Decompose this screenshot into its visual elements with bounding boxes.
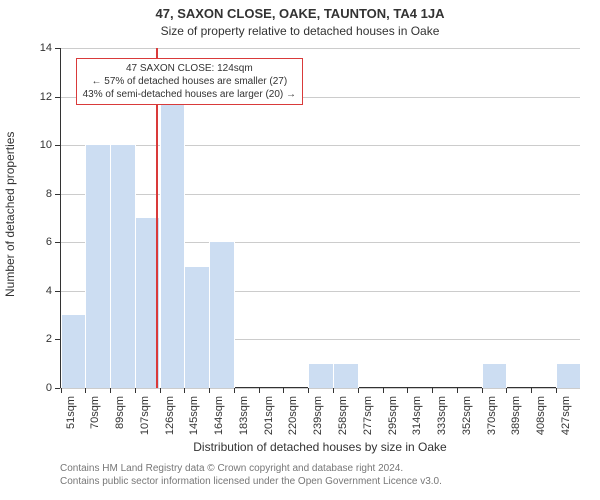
x-tick-label: 389sqm bbox=[510, 396, 522, 436]
x-tick-label: 427sqm bbox=[560, 396, 572, 436]
y-tick-mark bbox=[55, 339, 60, 340]
x-tick-mark bbox=[531, 388, 532, 393]
annotation-line: 43% of semi-detached houses are larger (… bbox=[83, 88, 296, 101]
y-tick-label: 12 bbox=[30, 91, 52, 103]
x-tick-label: 126sqm bbox=[164, 396, 176, 436]
x-tick-mark bbox=[432, 388, 433, 393]
footer-line-1: Contains HM Land Registry data © Crown c… bbox=[60, 462, 442, 475]
chart-container: 47, SAXON CLOSE, OAKE, TAUNTON, TA4 1JA … bbox=[0, 0, 600, 500]
y-tick-label: 10 bbox=[30, 139, 52, 151]
x-tick-label: 370sqm bbox=[486, 396, 498, 436]
y-tick-label: 6 bbox=[30, 236, 52, 248]
x-tick-label: 314sqm bbox=[411, 396, 423, 436]
x-tick-mark bbox=[184, 388, 185, 393]
grid-line bbox=[60, 194, 580, 195]
x-tick-label: 89sqm bbox=[114, 396, 126, 436]
annotation-line: 47 SAXON CLOSE: 124sqm bbox=[83, 62, 296, 75]
x-tick-label: 145sqm bbox=[188, 396, 200, 436]
x-tick-mark bbox=[358, 388, 359, 393]
y-tick-mark bbox=[55, 242, 60, 243]
x-tick-label: 333sqm bbox=[436, 396, 448, 436]
x-tick-mark bbox=[556, 388, 557, 393]
histogram-bar bbox=[110, 145, 136, 388]
x-tick-label: 164sqm bbox=[213, 396, 225, 436]
y-tick-mark bbox=[55, 97, 60, 98]
x-tick-mark bbox=[85, 388, 86, 393]
x-tick-mark bbox=[506, 388, 507, 393]
chart-title-sub: Size of property relative to detached ho… bbox=[0, 24, 600, 38]
x-tick-mark bbox=[333, 388, 334, 393]
y-tick-mark bbox=[55, 388, 60, 389]
x-axis-label: Distribution of detached houses by size … bbox=[60, 440, 580, 454]
histogram-bar bbox=[209, 242, 235, 388]
grid-line bbox=[60, 48, 580, 49]
x-tick-mark bbox=[110, 388, 111, 393]
y-tick-label: 0 bbox=[30, 382, 52, 394]
histogram-bar bbox=[61, 315, 87, 388]
x-tick-mark bbox=[407, 388, 408, 393]
x-tick-mark bbox=[308, 388, 309, 393]
y-tick-mark bbox=[55, 291, 60, 292]
annotation-line: ← 57% of detached houses are smaller (27… bbox=[83, 75, 296, 88]
x-tick-mark bbox=[383, 388, 384, 393]
x-tick-mark bbox=[61, 388, 62, 393]
x-tick-mark bbox=[457, 388, 458, 393]
histogram-bar bbox=[184, 267, 210, 388]
chart-title-main: 47, SAXON CLOSE, OAKE, TAUNTON, TA4 1JA bbox=[0, 6, 600, 21]
y-tick-label: 8 bbox=[30, 188, 52, 200]
y-tick-mark bbox=[55, 194, 60, 195]
histogram-bar bbox=[556, 364, 582, 388]
x-tick-label: 51sqm bbox=[65, 396, 77, 436]
footer-line-2: Contains public sector information licen… bbox=[60, 475, 442, 488]
x-tick-label: 408sqm bbox=[535, 396, 547, 436]
y-tick-label: 14 bbox=[30, 42, 52, 54]
x-tick-mark bbox=[259, 388, 260, 393]
x-tick-label: 258sqm bbox=[337, 396, 349, 436]
x-tick-mark bbox=[160, 388, 161, 393]
x-tick-label: 201sqm bbox=[263, 396, 275, 436]
y-tick-mark bbox=[55, 145, 60, 146]
x-tick-label: 220sqm bbox=[287, 396, 299, 436]
x-tick-label: 239sqm bbox=[312, 396, 324, 436]
x-tick-mark bbox=[482, 388, 483, 393]
histogram-bar bbox=[85, 145, 111, 388]
histogram-bar bbox=[308, 364, 334, 388]
histogram-bar bbox=[160, 97, 186, 388]
grid-line bbox=[60, 145, 580, 146]
x-tick-mark bbox=[234, 388, 235, 393]
histogram-bar bbox=[482, 364, 508, 388]
y-tick-mark bbox=[55, 48, 60, 49]
x-tick-mark bbox=[135, 388, 136, 393]
y-tick-label: 2 bbox=[30, 333, 52, 345]
y-axis-label: Number of detached properties bbox=[3, 137, 17, 297]
grid-line bbox=[60, 388, 580, 389]
x-tick-label: 277sqm bbox=[362, 396, 374, 436]
x-tick-label: 107sqm bbox=[139, 396, 151, 436]
x-tick-label: 70sqm bbox=[89, 396, 101, 436]
y-tick-label: 4 bbox=[30, 285, 52, 297]
footer-attribution: Contains HM Land Registry data © Crown c… bbox=[60, 462, 442, 488]
x-tick-label: 295sqm bbox=[387, 396, 399, 436]
histogram-bar bbox=[333, 364, 359, 388]
x-tick-mark bbox=[283, 388, 284, 393]
annotation-box: 47 SAXON CLOSE: 124sqm← 57% of detached … bbox=[76, 58, 303, 105]
x-tick-mark bbox=[209, 388, 210, 393]
x-tick-label: 352sqm bbox=[461, 396, 473, 436]
x-tick-label: 183sqm bbox=[238, 396, 250, 436]
